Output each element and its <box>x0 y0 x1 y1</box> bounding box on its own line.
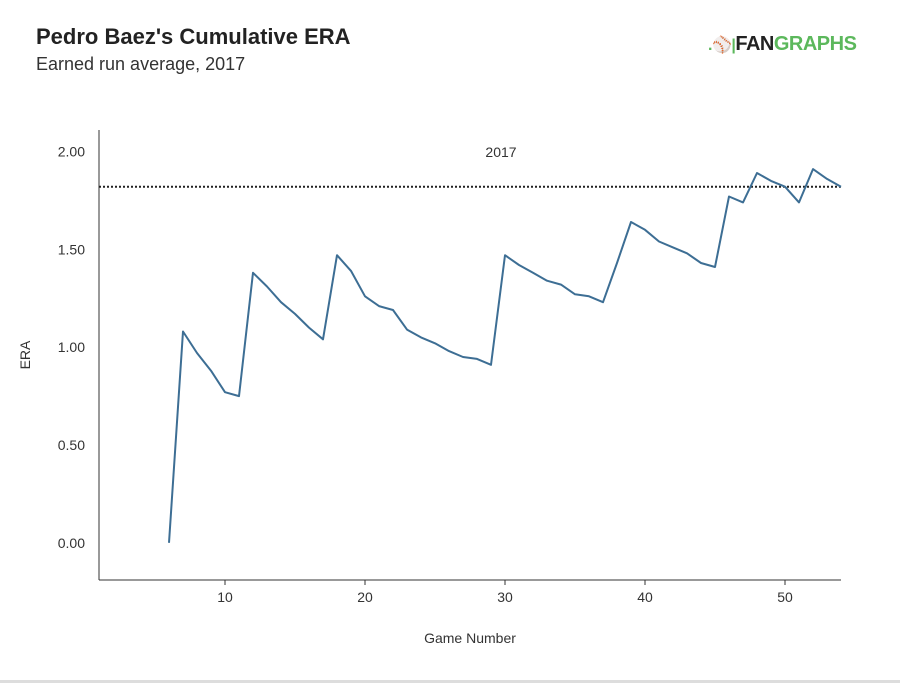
y-tick-label: 0.00 <box>58 535 85 551</box>
x-axis-label: Game Number <box>424 630 516 646</box>
y-tick-label: 0.50 <box>58 437 85 453</box>
x-tick-label: 50 <box>777 589 793 605</box>
batter-logo-icon: .⚾| <box>708 37 736 54</box>
bottom-divider <box>0 680 900 683</box>
chart-title: Pedro Baez's Cumulative ERA <box>36 24 351 49</box>
x-tick-label: 20 <box>357 589 373 605</box>
fangraphs-logo: .⚾|FANGRAPHS <box>708 33 857 56</box>
reference-line-label: 2017 <box>485 144 516 160</box>
logo-text-fan: FAN <box>735 33 774 55</box>
chart-subtitle: Earned run average, 2017 <box>36 54 246 74</box>
x-tick-label: 10 <box>217 589 233 605</box>
x-tick-label: 40 <box>637 589 653 605</box>
y-tick-label: 1.00 <box>58 339 85 355</box>
logo-text-graphs: GRAPHS <box>773 33 857 55</box>
era-series-line <box>168 168 842 543</box>
x-tick-label: 30 <box>497 589 513 605</box>
y-tick-label: 2.00 <box>58 144 85 160</box>
y-tick-label: 1.50 <box>58 241 85 257</box>
y-axis-label: ERA <box>17 340 33 369</box>
